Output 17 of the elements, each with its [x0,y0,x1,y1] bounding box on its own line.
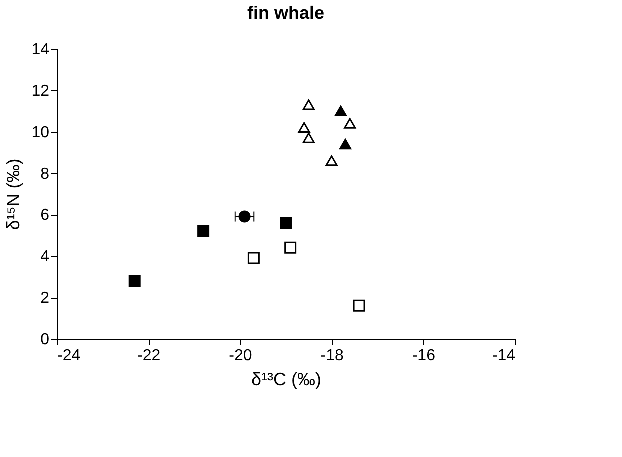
y-axis-title: δ¹⁵N (‰) [4,158,24,230]
y-tick-label: 8 [40,166,50,183]
x-tick-label: -16 [412,348,436,364]
y-tick-label: 4 [40,248,50,266]
y-tick-label: 12 [32,82,50,100]
y-tick-label: 2 [40,290,50,308]
chart-title: fin whale [247,3,325,23]
x-tick-label: -20 [229,348,252,364]
x-tick-label: -22 [138,348,161,364]
x-tick-label: -24 [58,348,81,364]
y-tick-label: 10 [32,124,50,142]
x-axis-title: δ¹³C (‰) [252,370,322,390]
x-tick-label: -18 [320,348,344,364]
x-tick-label: -14 [492,348,516,364]
y-tick-label: 6 [40,207,50,224]
y-tick-label: 14 [32,42,50,58]
y-tick-label: 0 [40,332,50,348]
